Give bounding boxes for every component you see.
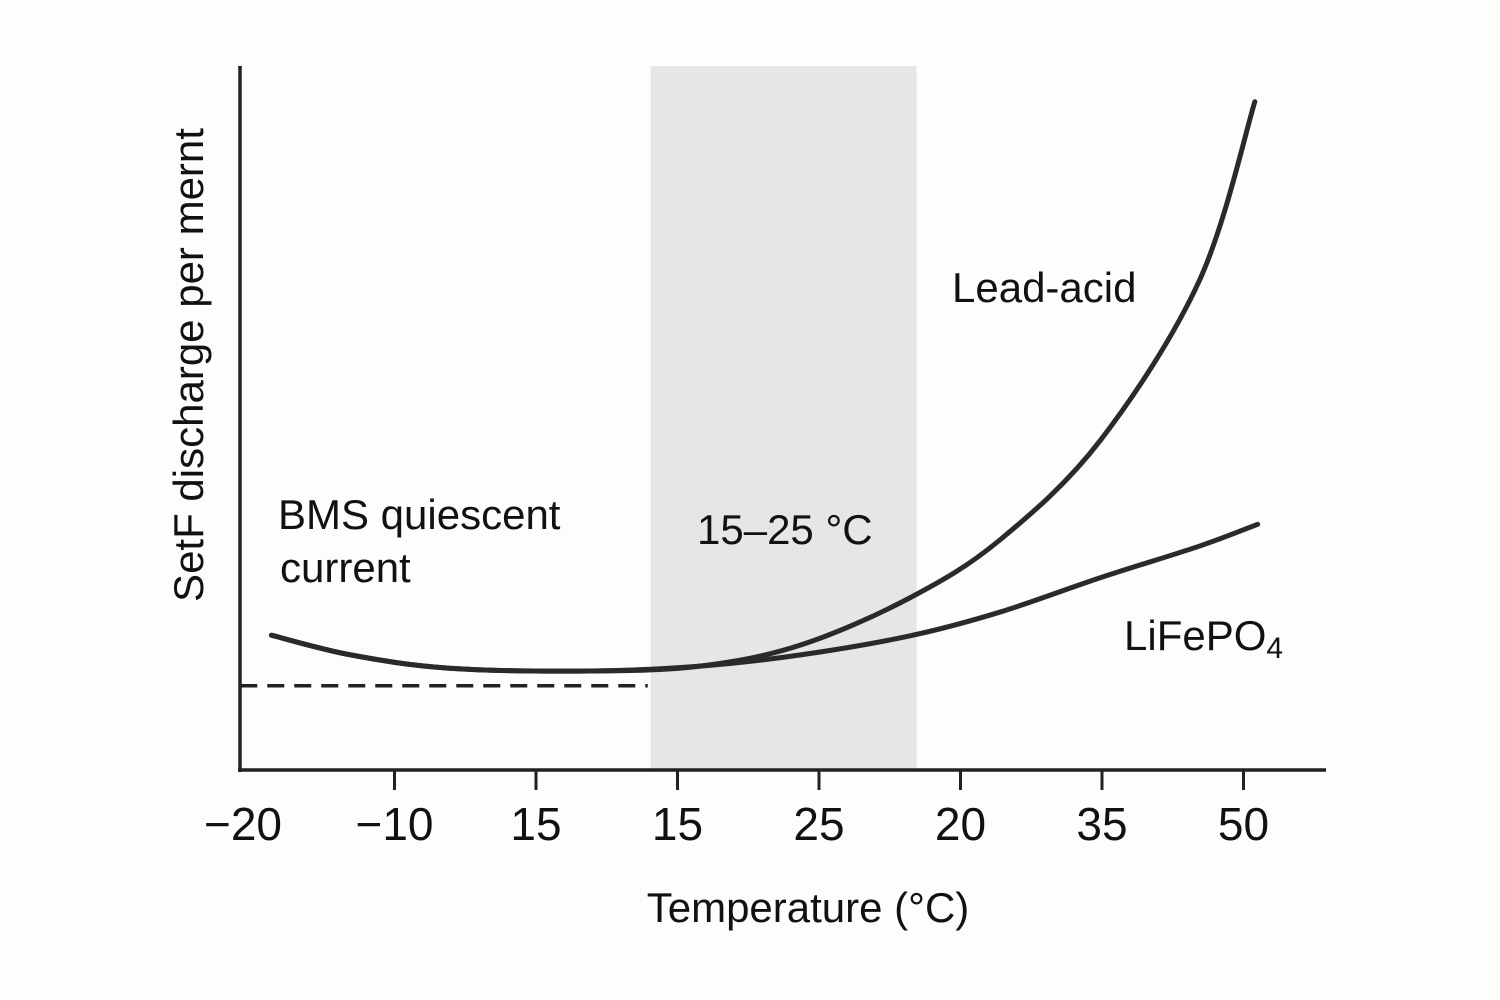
x-tick-label: 35 — [1076, 798, 1127, 850]
lead-acid-label: Lead-acid — [952, 264, 1136, 311]
x-tick-label: −20 — [204, 798, 282, 850]
band-label: 15–25 °C — [697, 506, 873, 553]
bms-label-line2: current — [280, 544, 411, 591]
x-tick-label: 15 — [652, 798, 703, 850]
x-tick-label: 25 — [793, 798, 844, 850]
x-tick-label: 20 — [935, 798, 986, 850]
bms-label-line1: BMS quiescent — [278, 491, 561, 538]
lifepo4-label-subscript: 4 — [1266, 632, 1283, 665]
x-tick-label: 50 — [1218, 798, 1269, 850]
x-tick-label: 15 — [510, 798, 561, 850]
lifepo4-label: LiFePO4 — [1124, 612, 1283, 665]
y-axis-label: SetF discharge per mernt — [165, 128, 212, 602]
series-line-lifepo4 — [268, 521, 1261, 674]
lifepo4-label-main: LiFePO — [1124, 612, 1266, 659]
x-axis-label: Temperature (°C) — [647, 884, 970, 931]
x-tick-label: −10 — [355, 798, 433, 850]
